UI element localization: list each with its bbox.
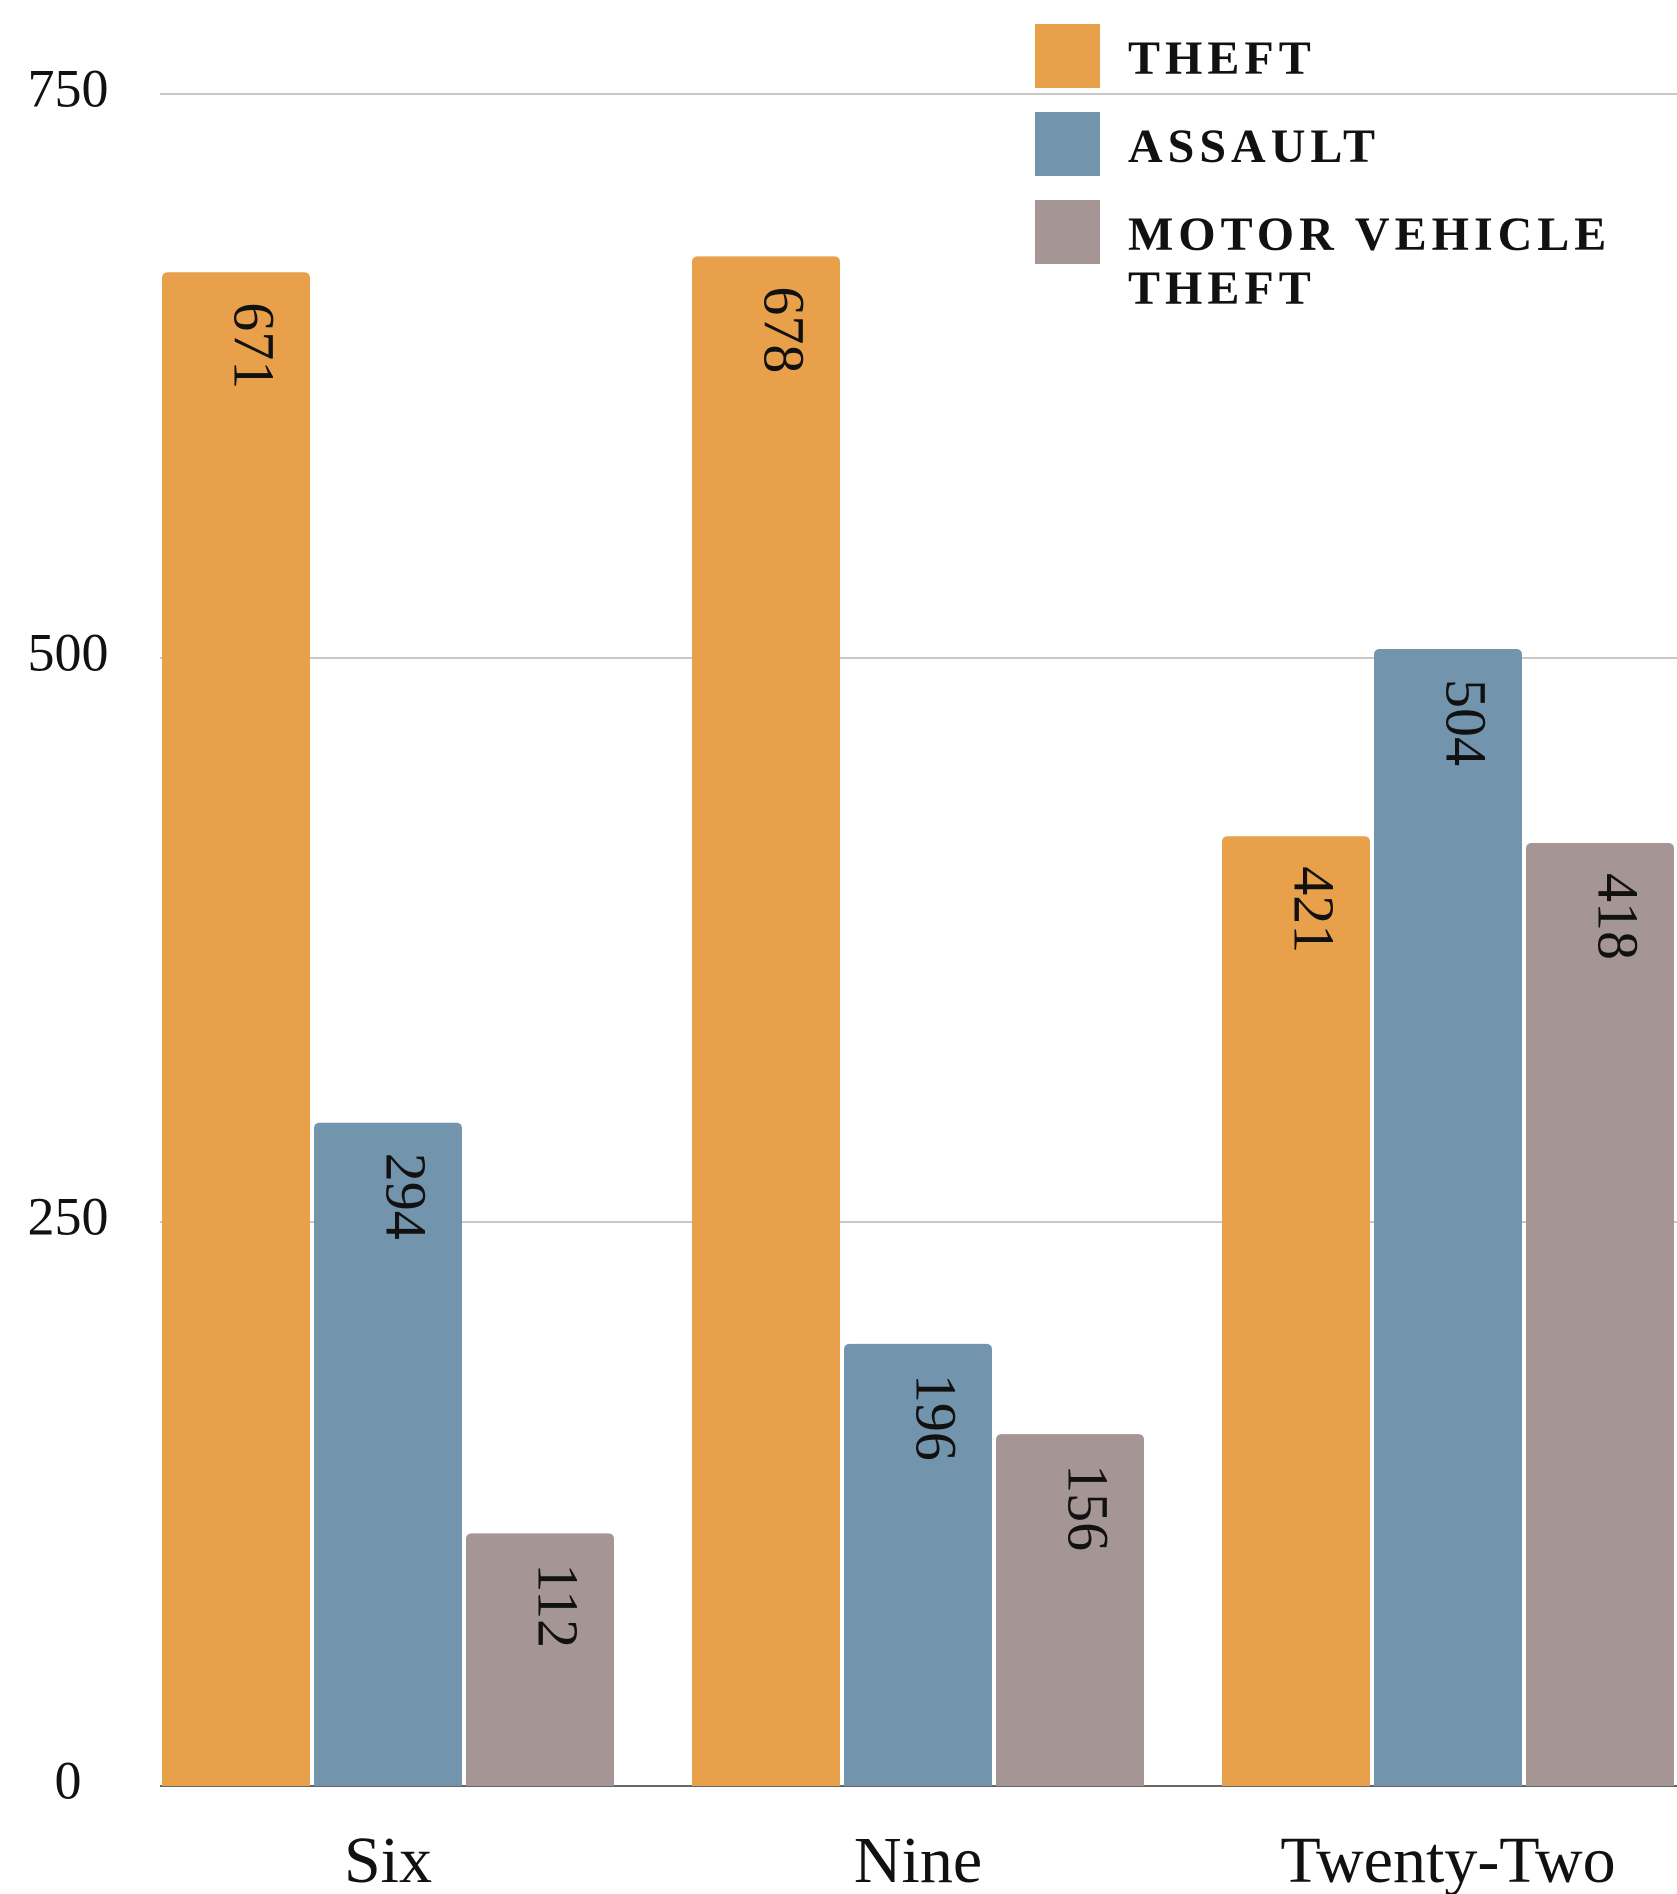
legend-swatch xyxy=(1035,112,1100,176)
bar xyxy=(1222,836,1370,1786)
legend-swatch xyxy=(1035,200,1100,264)
value-label: 196 xyxy=(904,1374,969,1461)
bar xyxy=(1374,648,1522,1786)
legend-label-line: THEFT xyxy=(1128,262,1316,315)
x-tick-label: Six xyxy=(344,1824,432,1894)
legend-swatch xyxy=(1035,24,1100,88)
legend-label-line: MOTOR VEHICLE xyxy=(1128,208,1611,261)
x-tick-label: Twenty-Two xyxy=(1280,1824,1615,1894)
bar xyxy=(1526,842,1674,1786)
x-tick-label: Nine xyxy=(854,1824,982,1894)
bar xyxy=(692,256,840,1786)
value-label: 156 xyxy=(1056,1464,1121,1551)
value-label: 678 xyxy=(752,286,817,373)
y-tick-label: 250 xyxy=(28,1186,109,1246)
bar xyxy=(466,1533,614,1786)
y-tick-label: 750 xyxy=(28,58,109,118)
bar xyxy=(162,272,310,1786)
value-label: 294 xyxy=(374,1153,439,1240)
value-label: 504 xyxy=(1434,679,1499,766)
value-label: 112 xyxy=(526,1563,591,1648)
bar xyxy=(844,1343,992,1786)
legend-label: ASSAULT xyxy=(1128,120,1380,173)
y-tick-label: 500 xyxy=(28,622,109,682)
legend-label: MOTOR VEHICLE THEFT xyxy=(1128,208,1611,315)
bar xyxy=(314,1122,462,1786)
value-label: 418 xyxy=(1586,873,1651,960)
legend-label: THEFT xyxy=(1128,32,1316,85)
y-tick-label: 0 xyxy=(55,1750,82,1810)
bar xyxy=(996,1434,1144,1786)
value-label: 421 xyxy=(1282,866,1347,953)
value-label: 671 xyxy=(222,302,287,389)
